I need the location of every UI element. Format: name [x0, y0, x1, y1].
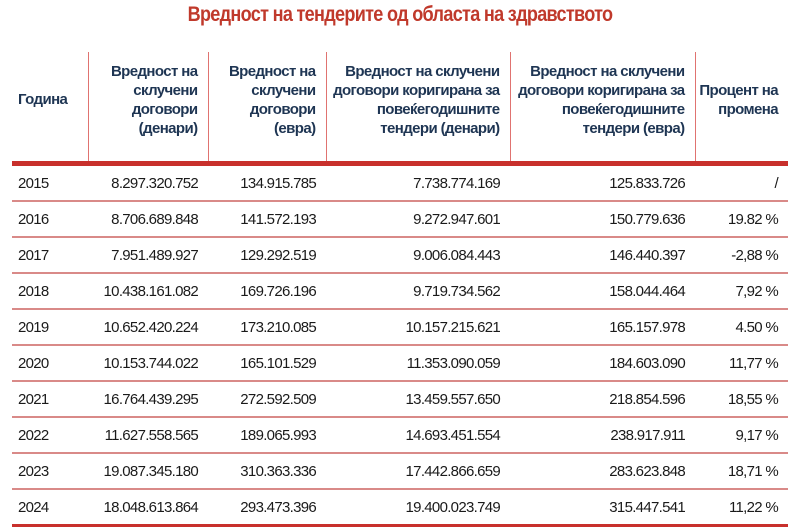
header-year: Година [12, 52, 89, 164]
table-cell: 165.157.978 [510, 309, 695, 346]
table-cell: 2021 [12, 381, 88, 418]
table-cell: 2015 [12, 163, 88, 202]
table-cell: 2023 [12, 453, 88, 490]
table-cell: 2022 [12, 417, 88, 454]
table-cell: 189.065.993 [208, 417, 326, 454]
header-value-mkd: Вредност на склучени договори (денари) [88, 52, 209, 164]
table-row: 2019 10.652.420.224 173.210.085 10.157.215.… [12, 309, 788, 346]
page-title: Вредност на тендерите од областа на здра… [187, 3, 613, 26]
table-cell: 218.854.596 [510, 381, 695, 418]
table-row: 2017 7.951.489.927 129.292.519 9.006.084.44… [12, 237, 788, 274]
table-cell: 2020 [12, 345, 88, 382]
table-cell: 19.400.023.749 [326, 489, 510, 527]
table-cell: 10.157.215.621 [326, 309, 510, 346]
table-cell: 150.779.636 [510, 201, 695, 238]
table-cell: 9.006.084.443 [326, 237, 510, 274]
table-cell: -2,88 % [695, 237, 788, 274]
table-cell: 165.101.529 [208, 345, 326, 382]
table-row: 2024 18.048.613.864 293.473.396 19.400.023.… [12, 489, 788, 527]
table-cell: 293.473.396 [208, 489, 326, 527]
table-cell: 8.706.689.848 [88, 201, 208, 238]
header-row: Година Вредност на склучени договори (ден… [12, 52, 788, 164]
table-cell: 169.726.196 [208, 273, 326, 310]
table-cell: 315.447.541 [510, 489, 695, 527]
table-cell: 11,22 % [695, 489, 788, 527]
table-cell: 10.438.161.082 [88, 273, 208, 310]
table-cell: 141.572.193 [208, 201, 326, 238]
table-cell: 10.652.420.224 [88, 309, 208, 346]
table-row: 2020 10.153.744.022 165.101.529 11.353.090.… [12, 345, 788, 382]
table-row: 2016 8.706.689.848 141.572.193 9.272.947.60… [12, 201, 788, 238]
header-adjusted-eur: Вредност на склучени договори коригирана… [510, 52, 696, 164]
table-cell: 7.951.489.927 [88, 237, 208, 274]
table-cell: 238.917.911 [510, 417, 695, 454]
table-cell: 14.693.451.554 [326, 417, 510, 454]
table-cell: / [695, 163, 788, 202]
table-cell: 184.603.090 [510, 345, 695, 382]
table-cell: 310.363.336 [208, 453, 326, 490]
table-row: 2018 10.438.161.082 169.726.196 9.719.734.5… [12, 273, 788, 310]
table-cell: 13.459.557.650 [326, 381, 510, 418]
table-cell: 173.210.085 [208, 309, 326, 346]
table-cell: 158.044.464 [510, 273, 695, 310]
table-cell: 11.353.090.059 [326, 345, 510, 382]
table-cell: 18.048.613.864 [88, 489, 208, 527]
table-cell: 9,17 % [695, 417, 788, 454]
table-cell: 9.719.734.562 [326, 273, 510, 310]
table-cell: 2016 [12, 201, 88, 238]
table-cell: 2017 [12, 237, 88, 274]
table-cell: 16.764.439.295 [88, 381, 208, 418]
table-cell: 4.50 % [695, 309, 788, 346]
header-percent-change: Процент на промена [699, 81, 778, 118]
table-cell: 9.272.947.601 [326, 201, 510, 238]
table-cell: 17.442.866.659 [326, 453, 510, 490]
table-row: 2022 11.627.558.565 189.065.993 14.693.451.… [12, 417, 788, 454]
table-cell: 134.915.785 [208, 163, 326, 202]
tender-value-table: Година Вредност на склучени договори (ден… [12, 52, 788, 527]
table-cell: 18,55 % [695, 381, 788, 418]
header-adjusted-mkd: Вредност на склучени договори коригирана… [326, 52, 511, 164]
table-cell: 2018 [12, 273, 88, 310]
header-value-eur: Вредност на склучени договори (евра) [208, 52, 327, 164]
table-cell: 129.292.519 [208, 237, 326, 274]
table-row: 2021 16.764.439.295 272.592.509 13.459.557.… [12, 381, 788, 418]
table-cell: 19.087.345.180 [88, 453, 208, 490]
table-cell: 2024 [12, 489, 88, 527]
table-cell: 125.833.726 [510, 163, 695, 202]
table-cell: 2019 [12, 309, 88, 346]
table-cell: 19.82 % [695, 201, 788, 238]
table-cell: 8.297.320.752 [88, 163, 208, 202]
table-cell: 272.592.509 [208, 381, 326, 418]
table-cell: 10.153.744.022 [88, 345, 208, 382]
table-cell: 146.440.397 [510, 237, 695, 274]
table-cell: 18,71 % [695, 453, 788, 490]
table-cell: 7,92 % [695, 273, 788, 310]
table-cell: 11.627.558.565 [88, 417, 208, 454]
table-row: 2015 8.297.320.752 134.915.785 7.738.774.16… [12, 163, 788, 202]
table-cell: 11,77 % [695, 345, 788, 382]
table-cell: 7.738.774.169 [326, 163, 510, 202]
table-row: 2023 19.087.345.180 310.363.336 17.442.866.… [12, 453, 788, 490]
table-cell: 283.623.848 [510, 453, 695, 490]
